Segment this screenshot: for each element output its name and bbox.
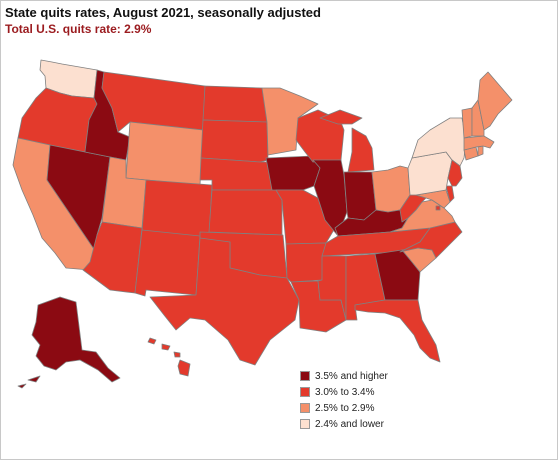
legend-label: 3.5% and higher	[315, 370, 388, 382]
state-TX	[149, 237, 300, 366]
legend-item: 3.0% to 3.4%	[300, 384, 388, 400]
state-PA	[407, 151, 453, 196]
legend-label: 3.0% to 3.4%	[315, 386, 375, 398]
state-ME	[477, 71, 513, 131]
state-AR	[285, 242, 327, 283]
state-RI	[477, 145, 484, 157]
state-SD	[200, 119, 269, 163]
legend-swatch	[300, 387, 310, 397]
state-NC	[399, 221, 463, 259]
legend-swatch	[300, 403, 310, 413]
state-HI	[147, 337, 191, 377]
state-AK	[17, 296, 121, 389]
map-subtitle: Total U.S. quits rate: 2.9%	[5, 22, 152, 36]
state-VT	[461, 107, 473, 139]
legend-swatch	[300, 419, 310, 429]
legend-label: 2.5% to 2.9%	[315, 402, 375, 414]
state-WY	[125, 121, 204, 186]
state-DC	[435, 205, 441, 211]
state-NJ	[447, 159, 463, 187]
legend-item: 3.5% and higher	[300, 368, 388, 384]
legend: 3.5% and higher 3.0% to 3.4% 2.5% to 2.9% 2…	[300, 368, 388, 432]
state-MI	[319, 109, 375, 173]
state-FL	[354, 299, 441, 363]
state-CO	[141, 179, 213, 239]
legend-item: 2.4% and lower	[300, 416, 388, 432]
state-MT	[101, 71, 206, 133]
state-MA	[463, 135, 495, 151]
state-NH	[471, 99, 485, 137]
state-IL	[312, 159, 348, 237]
state-NM	[134, 229, 201, 297]
state-ND	[202, 85, 268, 123]
state-DE	[445, 185, 455, 203]
legend-swatch	[300, 371, 310, 381]
state-KS	[208, 189, 283, 236]
legend-item: 2.5% to 2.9%	[300, 400, 388, 416]
legend-label: 2.4% and lower	[315, 418, 384, 430]
map-title: State quits rates, August 2021, seasonal…	[5, 5, 321, 20]
state-IN	[343, 171, 377, 221]
